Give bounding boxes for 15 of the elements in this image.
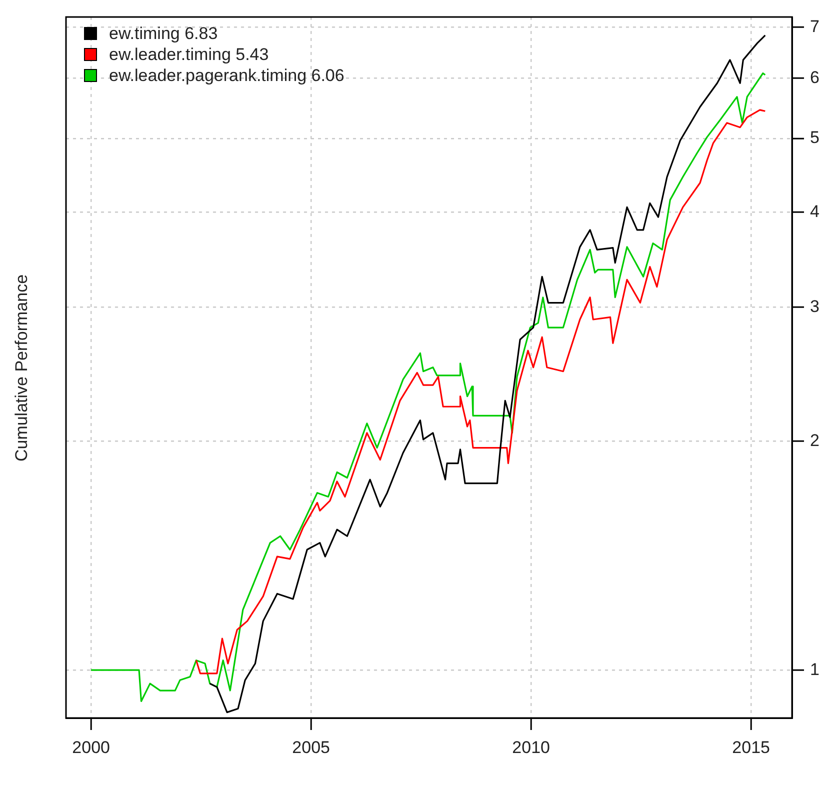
x-tick-label: 2005 [292, 738, 330, 757]
y-axis-title: Cumulative Performance [12, 274, 32, 462]
y-tick-label: 1 [810, 660, 820, 679]
y-tick-label: 4 [810, 202, 820, 221]
y-tick-label: 7 [810, 16, 820, 36]
legend-label: ew.leader.pagerank.timing 6.06 [109, 65, 344, 86]
legend-label: ew.leader.timing 5.43 [109, 44, 269, 65]
legend-label: ew.timing 6.83 [109, 23, 218, 44]
y-tick-label: 5 [810, 128, 820, 148]
x-tick-label: 2010 [512, 738, 550, 757]
y-tick-label: 6 [810, 68, 820, 87]
x-tick-label: 2015 [732, 738, 770, 757]
y-tick-label: 2 [810, 430, 820, 450]
x-tick-label: 2000 [72, 738, 110, 757]
y-tick-label: 3 [810, 296, 820, 316]
